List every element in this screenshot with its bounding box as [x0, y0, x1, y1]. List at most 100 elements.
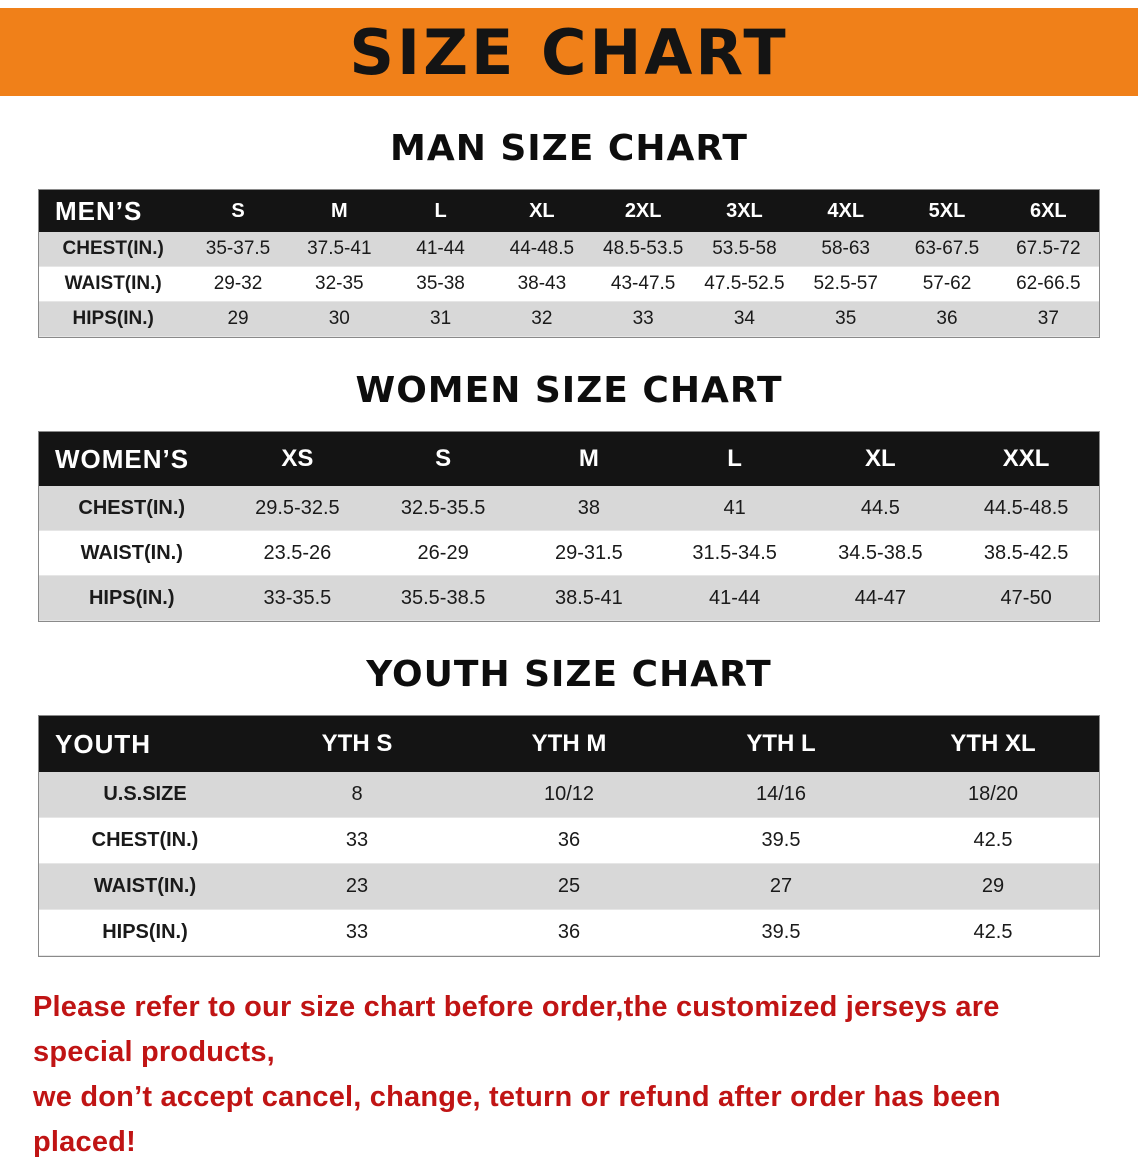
- men-size-table: MEN’S S M L XL 2XL 3XL 4XL 5XL 6XL CHEST(IN.) 35-37…: [38, 189, 1100, 338]
- size-column-header: XL: [491, 190, 593, 232]
- table-row: CHEST(IN.) 33 36 39.5 42.5: [39, 818, 1099, 864]
- size-value-cell: 37: [997, 302, 1099, 337]
- size-value-cell: 29-32: [187, 267, 289, 302]
- size-value-cell: 53.5-58: [693, 232, 796, 267]
- size-value-cell: 36: [463, 818, 675, 864]
- size-value-cell: 25: [463, 864, 675, 910]
- size-value-cell: 18/20: [887, 772, 1099, 818]
- size-value-cell: 29: [187, 302, 289, 337]
- size-value-cell: 33: [592, 302, 694, 337]
- footer-disclaimer-line1: Please refer to our size chart before or…: [33, 991, 1000, 1068]
- size-value-cell: 23.5-26: [224, 531, 371, 576]
- row-label-cell: WAIST(IN.): [39, 864, 251, 910]
- size-value-cell: 31.5-34.5: [661, 531, 808, 576]
- size-value-cell: 39.5: [675, 818, 887, 864]
- size-value-cell: 44.5-48.5: [953, 486, 1099, 531]
- size-chart-banner: SIZE CHART: [0, 8, 1138, 96]
- size-column-header: 2XL: [592, 190, 694, 232]
- men-section-heading: MAN SIZE CHART: [390, 128, 748, 169]
- size-column-header: M: [288, 190, 390, 232]
- row-label-cell: WAIST(IN.): [39, 531, 225, 576]
- size-value-cell: 38.5-42.5: [953, 531, 1099, 576]
- size-value-cell: 35-37.5: [187, 232, 289, 267]
- women-section-heading: WOMEN SIZE CHART: [355, 370, 783, 411]
- size-value-cell: 29.5-32.5: [224, 486, 371, 531]
- row-label-cell: HIPS(IN.): [39, 576, 225, 621]
- banner-title: SIZE CHART: [349, 15, 789, 89]
- women-size-table: WOMEN’S XS S M L XL XXL CHEST(IN.) 29.5-32.5 32.5…: [38, 431, 1100, 622]
- size-value-cell: 44-48.5: [491, 232, 593, 267]
- size-value-cell: 42.5: [887, 910, 1099, 956]
- table-row: CHEST(IN.) 35-37.5 37.5-41 41-44 44-48.5 48.5…: [39, 232, 1099, 267]
- size-value-cell: 32-35: [288, 267, 390, 302]
- size-value-cell: 67.5-72: [997, 232, 1099, 267]
- size-column-header: XXL: [953, 432, 1099, 486]
- size-value-cell: 43-47.5: [592, 267, 694, 302]
- size-value-cell: 57-62: [896, 267, 998, 302]
- size-value-cell: 33-35.5: [224, 576, 371, 621]
- size-value-cell: 14/16: [675, 772, 887, 818]
- youth-size-table: YOUTH YTH S YTH M YTH L YTH XL U.S.SIZE 8 10/12…: [38, 715, 1100, 957]
- table-row: HIPS(IN.) 29 30 31 32 33 34 35 36 37: [39, 302, 1099, 337]
- size-value-cell: 38-43: [491, 267, 593, 302]
- size-value-cell: 27: [675, 864, 887, 910]
- table-title-cell: YOUTH: [39, 716, 251, 772]
- row-label-cell: CHEST(IN.): [39, 232, 188, 267]
- table-title-cell: WOMEN’S: [39, 432, 225, 486]
- size-column-header: XS: [224, 432, 371, 486]
- table-row: U.S.SIZE 8 10/12 14/16 18/20: [39, 772, 1099, 818]
- size-value-cell: 36: [896, 302, 998, 337]
- size-value-cell: 38.5-41: [516, 576, 662, 621]
- table-row: WAIST(IN.) 29-32 32-35 35-38 38-43 43-47.5 47.…: [39, 267, 1099, 302]
- size-value-cell: 35.5-38.5: [370, 576, 516, 621]
- size-column-header: M: [516, 432, 662, 486]
- size-column-header: L: [389, 190, 492, 232]
- row-label-cell: WAIST(IN.): [39, 267, 188, 302]
- footer-disclaimer: Please refer to our size chart before or…: [33, 985, 1105, 1165]
- size-value-cell: 41-44: [661, 576, 808, 621]
- size-column-header: 5XL: [896, 190, 998, 232]
- size-value-cell: 41: [661, 486, 808, 531]
- size-value-cell: 31: [389, 302, 492, 337]
- size-value-cell: 39.5: [675, 910, 887, 956]
- table-row: WAIST(IN.) 23.5-26 26-29 29-31.5 31.5-34.5 34…: [39, 531, 1099, 576]
- size-value-cell: 23: [251, 864, 463, 910]
- size-value-cell: 26-29: [370, 531, 516, 576]
- size-value-cell: 30: [288, 302, 390, 337]
- size-value-cell: 33: [251, 818, 463, 864]
- size-value-cell: 58-63: [795, 232, 897, 267]
- size-value-cell: 34: [693, 302, 796, 337]
- table-row: HIPS(IN.) 33-35.5 35.5-38.5 38.5-41 41-44 44-…: [39, 576, 1099, 621]
- size-value-cell: 41-44: [389, 232, 492, 267]
- table-header-row: WOMEN’S XS S M L XL XXL: [39, 432, 1099, 486]
- size-column-header: S: [187, 190, 289, 232]
- size-column-header: L: [661, 432, 808, 486]
- women-size-section: WOMEN SIZE CHART WOMEN’S XS S M L XL XXL CHEST(…: [0, 370, 1138, 622]
- size-value-cell: 63-67.5: [896, 232, 998, 267]
- row-label-cell: HIPS(IN.): [39, 302, 188, 337]
- size-value-cell: 34.5-38.5: [807, 531, 954, 576]
- youth-size-section: YOUTH SIZE CHART YOUTH YTH S YTH M YTH L YTH…: [0, 654, 1138, 957]
- row-label-cell: CHEST(IN.): [39, 486, 225, 531]
- size-value-cell: 38: [516, 486, 662, 531]
- size-value-cell: 10/12: [463, 772, 675, 818]
- size-value-cell: 47.5-52.5: [693, 267, 796, 302]
- size-value-cell: 29: [887, 864, 1099, 910]
- footer-disclaimer-line2: we don’t accept cancel, change, teturn o…: [33, 1080, 1001, 1158]
- table-title-cell: MEN’S: [39, 190, 188, 232]
- size-column-header: XL: [807, 432, 954, 486]
- size-value-cell: 44-47: [807, 576, 954, 621]
- size-value-cell: 32: [491, 302, 593, 337]
- table-row: CHEST(IN.) 29.5-32.5 32.5-35.5 38 41 44.5 44.5…: [39, 486, 1099, 531]
- size-value-cell: 35-38: [389, 267, 492, 302]
- size-value-cell: 33: [251, 910, 463, 956]
- size-value-cell: 52.5-57: [795, 267, 897, 302]
- table-header-row: YOUTH YTH S YTH M YTH L YTH XL: [39, 716, 1099, 772]
- size-column-header: YTH XL: [887, 716, 1099, 772]
- size-value-cell: 48.5-53.5: [592, 232, 694, 267]
- size-value-cell: 42.5: [887, 818, 1099, 864]
- size-column-header: YTH S: [251, 716, 463, 772]
- size-column-header: 6XL: [997, 190, 1099, 232]
- size-value-cell: 37.5-41: [288, 232, 390, 267]
- size-value-cell: 35: [795, 302, 897, 337]
